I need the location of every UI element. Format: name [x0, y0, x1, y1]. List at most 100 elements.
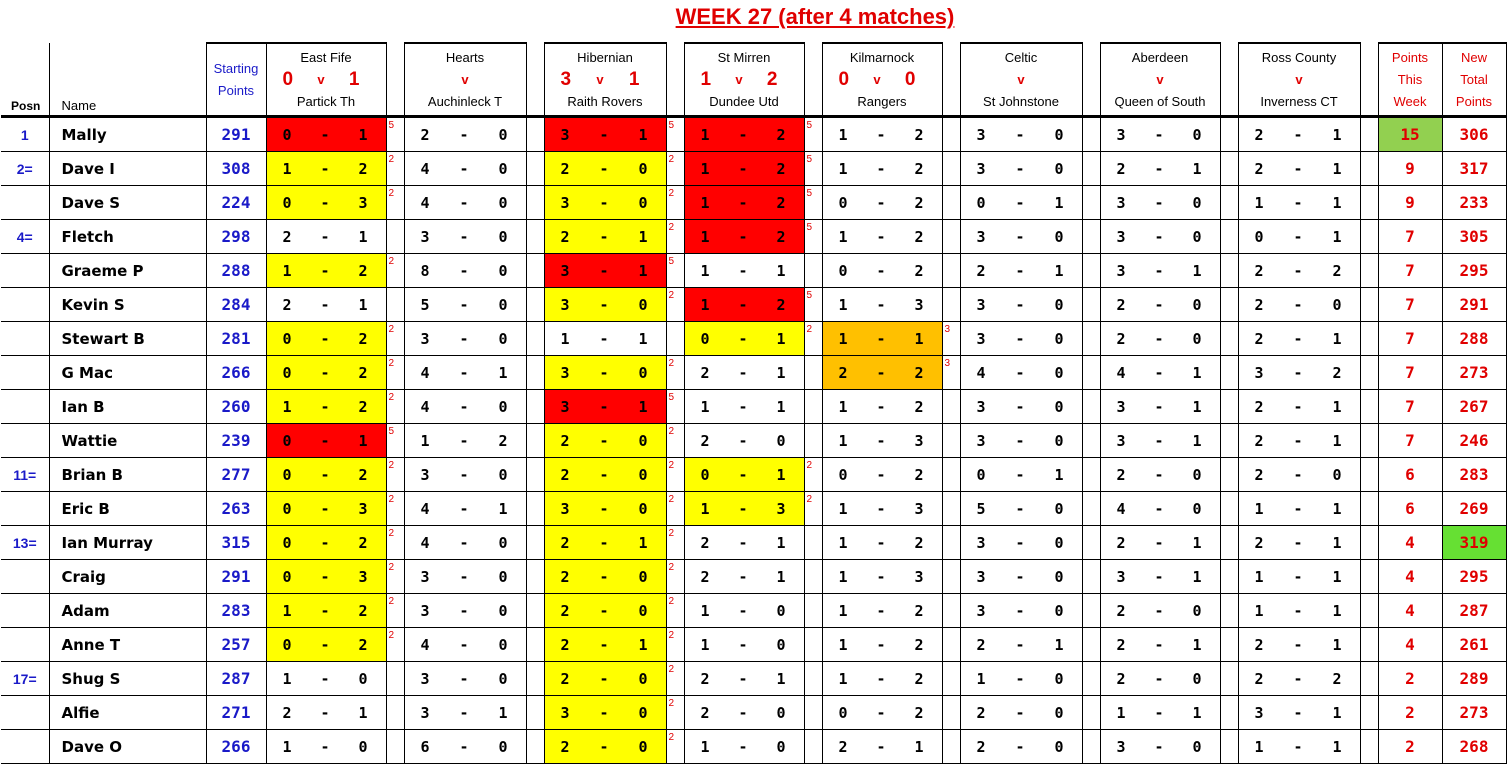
player-name: Wattie — [48, 423, 207, 458]
pred-away: 1 — [1332, 567, 1342, 586]
pred-away: 2 — [358, 329, 368, 348]
prediction-points — [803, 355, 823, 390]
prediction-points — [1081, 457, 1101, 492]
prediction-points — [1081, 525, 1101, 560]
pred-home: 4 — [420, 397, 430, 416]
pred-home: 3 — [1116, 193, 1126, 212]
prediction-cell: 1 - 1 — [1237, 491, 1361, 526]
prediction-points: 2 — [803, 457, 823, 492]
points-this-week: 2 — [1377, 729, 1443, 764]
dash: - — [1293, 499, 1303, 518]
prediction-points: 2 — [803, 491, 823, 526]
starting-points: 287 — [205, 661, 267, 696]
pred-home: 1 — [282, 397, 292, 416]
table-row: Adam 283 1-2 2 3-0 2-0 2 1-0 1-2 3-0 2-0 1-1 4 287 — [1, 593, 1507, 628]
dash: - — [320, 193, 330, 212]
new-total-points: 306 — [1441, 116, 1507, 152]
prediction-points: 2 — [803, 321, 823, 356]
pred-home: 4 — [1116, 499, 1126, 518]
pred-home: 2 — [1254, 295, 1264, 314]
pred-away: 2 — [914, 397, 924, 416]
dash: - — [459, 329, 469, 348]
points-this-week: 7 — [1377, 219, 1443, 254]
prediction-points — [1081, 151, 1101, 186]
prediction-points: 2 — [385, 491, 405, 526]
pred-away: 0 — [1054, 227, 1064, 246]
dash: - — [599, 227, 609, 246]
table-row: Anne T 257 0-2 2 4-0 2-1 2 1-0 1-2 2-1 2-1 2-1 4 261 — [1, 627, 1507, 662]
pred-home: 1 — [282, 261, 292, 280]
prediction-cell: 2 - 0 — [1099, 287, 1221, 322]
home-team: Hibernian — [577, 49, 633, 65]
pred-home: 1 — [838, 635, 848, 654]
dash: - — [738, 737, 748, 756]
table-row: Graeme P 288 1-2 2 8-0 3-1 5 1-1 0-2 2-1 3-1 2-2 7 29… — [1, 253, 1507, 288]
position: 17= — [1, 661, 50, 696]
dash: - — [1293, 295, 1303, 314]
new-total-points: 288 — [1441, 321, 1507, 356]
prediction-points: 2 — [665, 661, 685, 696]
dash: - — [1154, 737, 1164, 756]
pred-away: 0 — [498, 261, 508, 280]
pred-away: 1 — [1332, 397, 1342, 416]
dash: - — [738, 499, 748, 518]
prediction-cell: 3 - 1 — [1099, 253, 1221, 288]
pred-home: 2 — [1116, 601, 1126, 620]
prediction-cell: 2 - 0 — [959, 729, 1083, 764]
pred-home: 4 — [420, 499, 430, 518]
pred-away: 3 — [358, 567, 368, 586]
prediction-cell: 1 - 2 — [265, 253, 387, 288]
pred-away: 2 — [358, 397, 368, 416]
dash: - — [599, 533, 609, 552]
prediction-cell: 2 - 0 — [683, 695, 805, 730]
dash: - — [320, 431, 330, 450]
pred-home: 0 — [838, 193, 848, 212]
pred-away: 1 — [1192, 261, 1202, 280]
prediction-points — [525, 491, 545, 526]
pred-away: 0 — [638, 295, 648, 314]
starting-points: 298 — [205, 219, 267, 254]
prediction-points: 2 — [665, 457, 685, 492]
posn-header: Posn — [1, 43, 50, 118]
pred-away: 1 — [1332, 193, 1342, 212]
dash: - — [1293, 737, 1303, 756]
match-header: St Mirren 1 v 2 Dundee Utd — [683, 42, 805, 118]
prediction-cell: 2 - 0 — [403, 116, 527, 152]
dash: - — [459, 261, 469, 280]
dash: - — [1293, 329, 1303, 348]
prediction-points — [941, 253, 961, 288]
prediction-cell: 2 - 0 — [959, 695, 1083, 730]
prediction-cell: 2 - 1 — [1237, 321, 1361, 356]
prediction-cell: 1 - 0 — [265, 661, 387, 696]
pred-home: 1 — [282, 669, 292, 688]
pred-away: 0 — [1192, 465, 1202, 484]
dash: - — [1154, 397, 1164, 416]
points-this-week: 2 — [1377, 661, 1443, 696]
pred-away: 0 — [638, 567, 648, 586]
pred-away: 1 — [358, 295, 368, 314]
vs-label: v — [1017, 71, 1025, 87]
dash: - — [320, 635, 330, 654]
prediction-points — [1359, 627, 1379, 662]
pred-home: 3 — [420, 703, 430, 722]
prediction-points — [1359, 185, 1379, 220]
starting-points: 239 — [205, 423, 267, 458]
pred-away: 0 — [638, 499, 648, 518]
pred-away: 1 — [1054, 465, 1064, 484]
dash: - — [1154, 601, 1164, 620]
player-name: Eric B — [48, 491, 207, 526]
player-name: Graeme P — [48, 253, 207, 288]
dash: - — [876, 635, 886, 654]
pred-away: 0 — [498, 669, 508, 688]
vs-label: v — [596, 71, 604, 87]
prediction-cell: 0 - 2 — [821, 253, 943, 288]
points-this-week: 6 — [1377, 457, 1443, 492]
pred-away: 0 — [1192, 125, 1202, 144]
prediction-cell: 0 - 3 — [265, 185, 387, 220]
prediction-cell: 1 - 1 — [821, 321, 943, 356]
home-score: 0 — [838, 68, 850, 90]
starting-points: 271 — [205, 695, 267, 730]
away-team: Queen of South — [1114, 93, 1206, 109]
dash: - — [320, 295, 330, 314]
prediction-points: 5 — [803, 287, 823, 322]
